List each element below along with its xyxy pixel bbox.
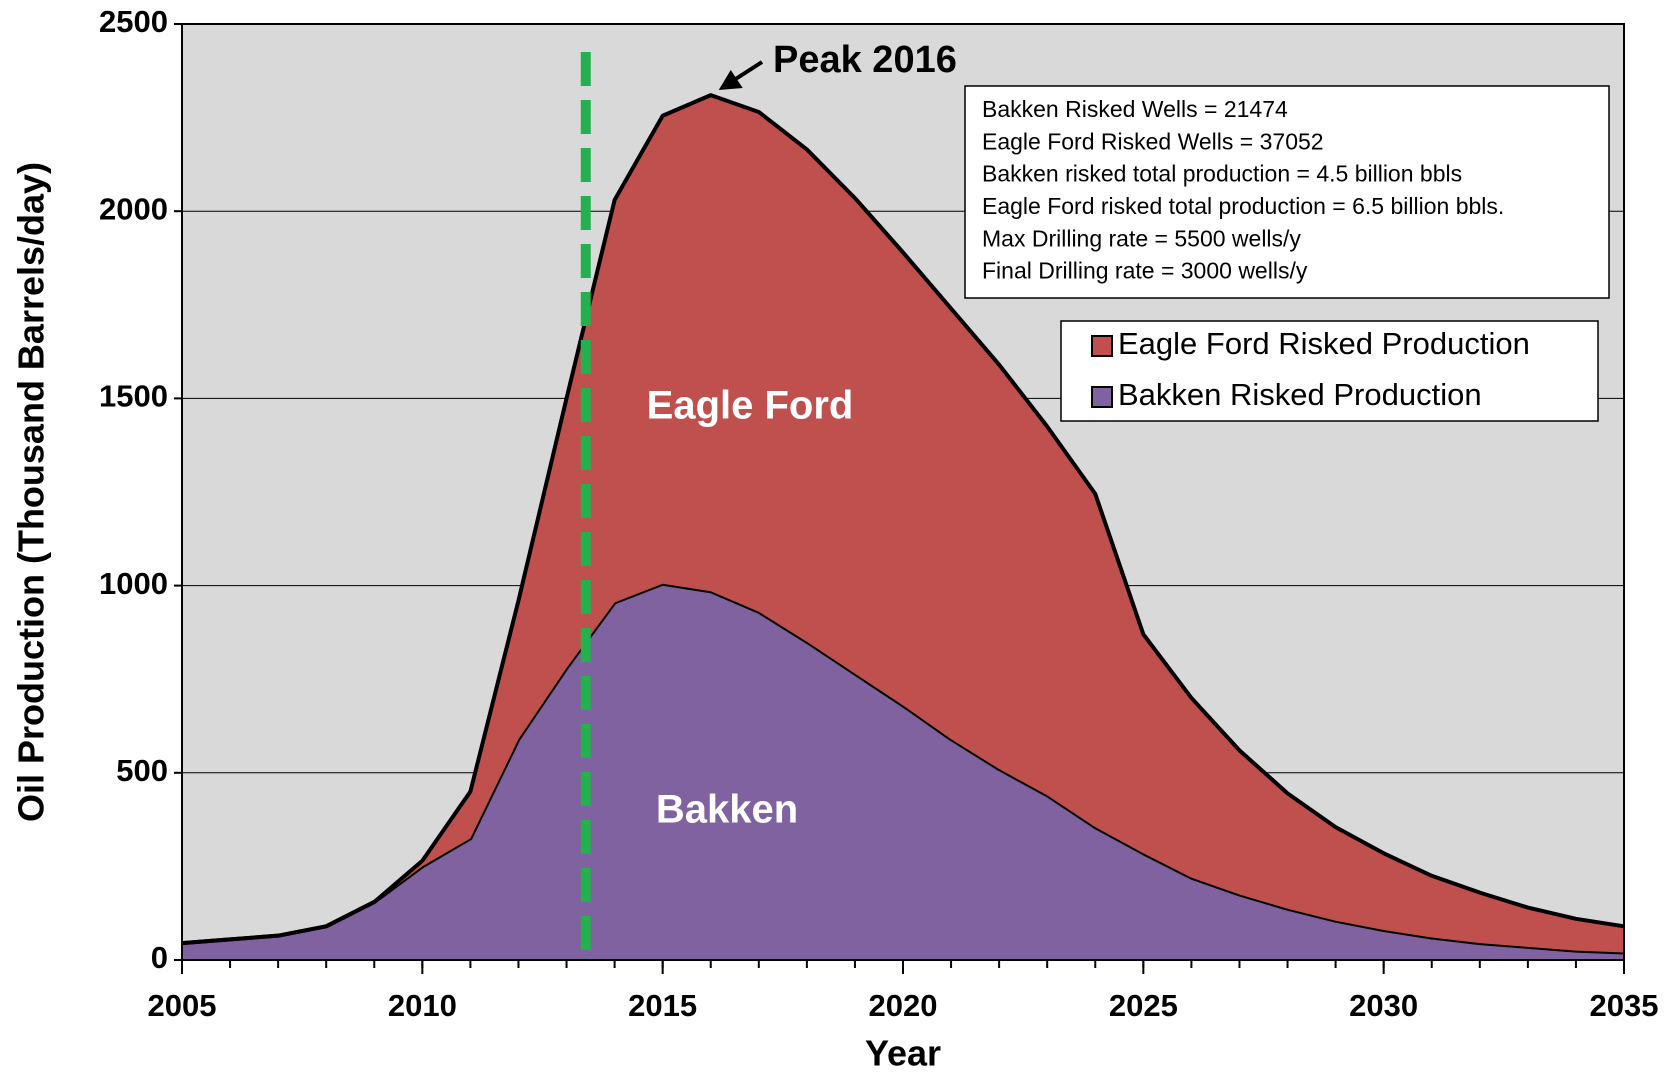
legend-box	[1060, 320, 1599, 422]
legend-label: Eagle Ford Risked Production	[1118, 326, 1530, 361]
x-axis-title: Year	[865, 1033, 941, 1073]
legend-label: Bakken Risked Production	[1118, 377, 1482, 412]
y-tick-label: 1500	[99, 379, 168, 414]
y-tick-label: 1000	[99, 566, 168, 601]
note-text: Bakken risked total production = 4.5 bil…	[982, 161, 1462, 187]
x-tick-label: 2025	[1109, 988, 1178, 1023]
note-text: Max Drilling rate = 5500 wells/y	[982, 225, 1301, 251]
area-label: Eagle Ford	[647, 384, 854, 428]
area-label: Bakken	[656, 788, 798, 832]
annotation-text: Peak 2016	[773, 39, 957, 81]
legend-swatch	[1091, 335, 1113, 357]
y-tick-label: 2000	[99, 191, 168, 226]
area	[182, 583, 1624, 960]
note-text: Final Drilling rate = 3000 wells/y	[982, 258, 1308, 284]
x-tick-label: 2010	[388, 988, 457, 1023]
x-tick-label: 2030	[1349, 988, 1418, 1023]
notes-box	[964, 85, 1610, 299]
note-text: Eagle Ford Risked Wells = 37052	[982, 128, 1324, 154]
note-text: Eagle Ford risked total production = 6.5…	[982, 193, 1504, 219]
x-tick-label: 2020	[869, 988, 938, 1023]
note-text: Bakken Risked Wells = 21474	[982, 96, 1288, 122]
x-tick-label: 2035	[1590, 988, 1659, 1023]
x-tick-label: 2015	[628, 988, 697, 1023]
area-outline	[181, 93, 1625, 946]
area	[182, 95, 1624, 953]
legend-swatch	[1091, 386, 1113, 408]
y-tick-label: 0	[151, 940, 168, 975]
annotation-arrowhead	[718, 70, 743, 90]
y-tick-label: 500	[116, 753, 168, 788]
x-tick-label: 2005	[148, 988, 217, 1023]
y-tick-label: 2500	[99, 4, 168, 39]
y-axis-title: Oil Production (Thousand Barrels/day)	[11, 162, 52, 822]
